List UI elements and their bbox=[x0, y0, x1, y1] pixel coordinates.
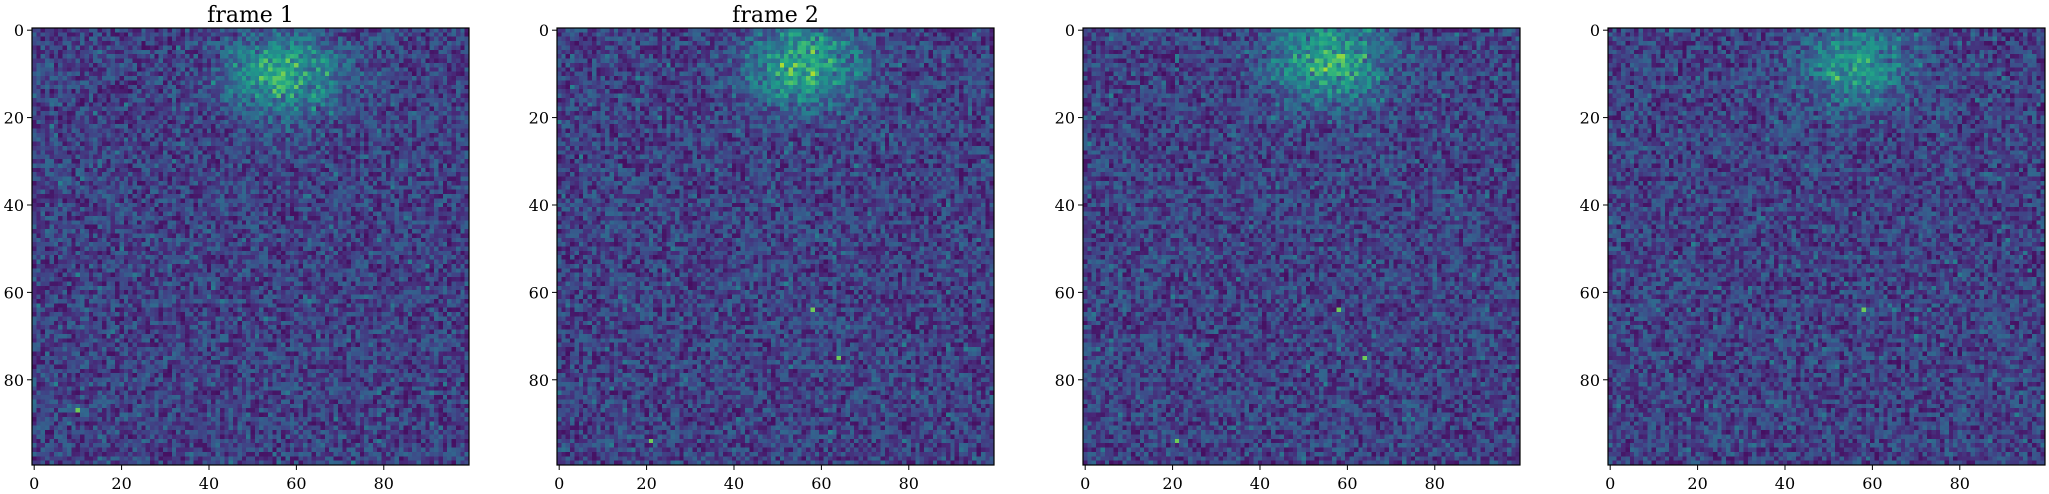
x-tick-label: 60 bbox=[811, 474, 831, 493]
panel-title: frame 1 bbox=[207, 3, 294, 28]
heatmap-panel-frame-2: frame 2 0 20 40 60 80 0 20 40 60 80 bbox=[529, 3, 995, 493]
x-tick-label: 80 bbox=[1425, 474, 1445, 493]
heatmap-image bbox=[1608, 28, 2045, 465]
x-tick-label: 80 bbox=[1950, 474, 1970, 493]
y-tick-label: 0 bbox=[14, 21, 24, 40]
x-tick-label: 40 bbox=[1775, 474, 1795, 493]
x-tick-label: 0 bbox=[1080, 474, 1090, 493]
axes-frame bbox=[31, 27, 470, 466]
x-tick-label: 40 bbox=[724, 474, 744, 493]
x-tick-label: 60 bbox=[286, 474, 306, 493]
y-tick-label: 0 bbox=[1590, 21, 1600, 40]
heatmap-panel-3: 0 20 40 60 80 0 20 40 60 80 bbox=[1055, 21, 1521, 493]
axes-frame bbox=[1607, 27, 2046, 466]
x-tick-label: 20 bbox=[636, 474, 656, 493]
y-tick-label: 20 bbox=[4, 109, 24, 128]
x-tick-label: 20 bbox=[1162, 474, 1182, 493]
panel-title: frame 2 bbox=[732, 3, 819, 28]
y-tick-label: 0 bbox=[1065, 21, 1075, 40]
axes-frame bbox=[556, 27, 995, 466]
x-tick-label: 40 bbox=[1250, 474, 1270, 493]
y-tick-label: 20 bbox=[1055, 109, 1075, 128]
y-tick-label: 20 bbox=[1580, 109, 1600, 128]
heatmap-panel-frame-1: frame 1 0 20 40 60 80 0 20 40 60 80 bbox=[4, 3, 470, 493]
y-tick-label: 60 bbox=[1580, 283, 1600, 302]
x-tick-label: 0 bbox=[29, 474, 39, 493]
y-tick-label: 80 bbox=[529, 371, 549, 390]
heatmap-image bbox=[32, 28, 469, 465]
y-tick-label: 60 bbox=[1055, 283, 1075, 302]
y-tick-label: 60 bbox=[529, 283, 549, 302]
y-tick-label: 80 bbox=[1055, 371, 1075, 390]
heatmap-image bbox=[1083, 28, 1520, 465]
y-tick-label: 60 bbox=[4, 283, 24, 302]
y-tick-label: 40 bbox=[1055, 196, 1075, 215]
y-tick-label: 80 bbox=[1580, 371, 1600, 390]
y-tick-label: 80 bbox=[4, 371, 24, 390]
x-tick-label: 0 bbox=[554, 474, 564, 493]
x-tick-label: 20 bbox=[1687, 474, 1707, 493]
x-tick-label: 60 bbox=[1862, 474, 1882, 493]
y-tick-label: 40 bbox=[1580, 196, 1600, 215]
heatmap-panel-4: 0 20 40 60 80 0 20 40 60 80 bbox=[1580, 21, 2046, 493]
y-tick-label: 20 bbox=[529, 109, 549, 128]
x-tick-label: 20 bbox=[111, 474, 131, 493]
x-tick-label: 0 bbox=[1605, 474, 1615, 493]
y-tick-label: 0 bbox=[539, 21, 549, 40]
y-tick-label: 40 bbox=[4, 196, 24, 215]
x-tick-label: 80 bbox=[374, 474, 394, 493]
heatmap-image bbox=[557, 28, 994, 465]
y-tick-label: 40 bbox=[529, 196, 549, 215]
axes-frame bbox=[1082, 27, 1521, 466]
x-tick-label: 60 bbox=[1337, 474, 1357, 493]
x-tick-label: 40 bbox=[199, 474, 219, 493]
x-tick-label: 80 bbox=[899, 474, 919, 493]
